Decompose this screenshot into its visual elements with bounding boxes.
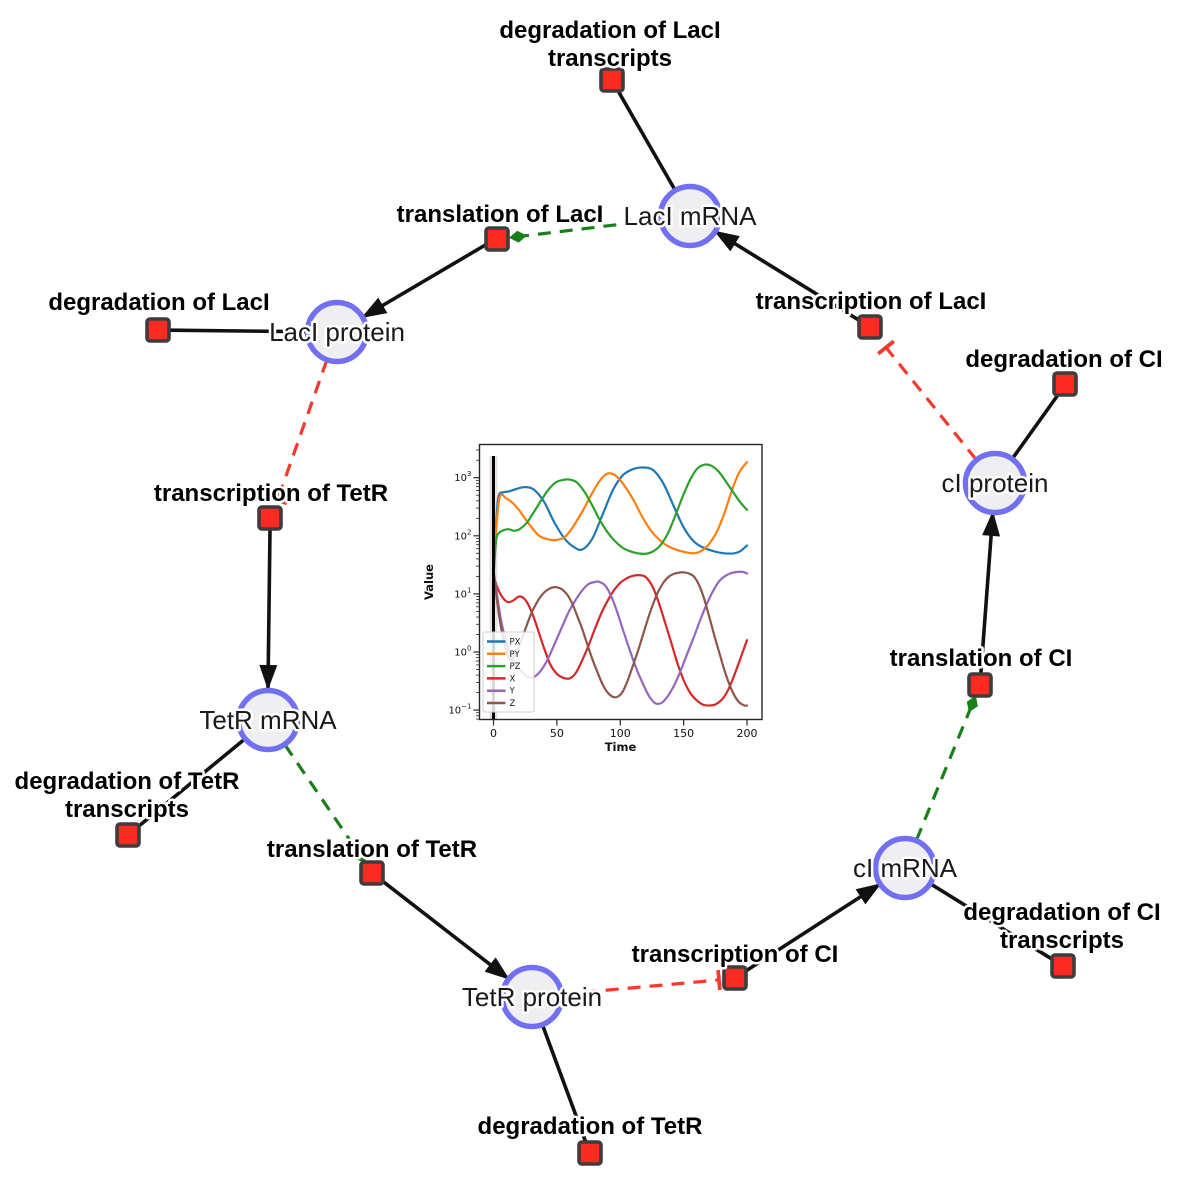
reaction-label-degradation-of-ci-transcripts: transcripts [1000, 927, 1124, 954]
reaction-label-transcription-of-laci: transcription of LacI [756, 288, 987, 315]
chart-frame [478, 443, 763, 721]
y-tick-label: 101 [454, 586, 471, 600]
reaction-label-degradation-of-tetr-transcripts: degradation of TetR [15, 768, 240, 795]
edge-tetr-protein-to-degradation [540, 1024, 588, 1144]
edge-translation-laci-to-laci-protein [361, 242, 488, 319]
reaction-label-degradation-of-tetr: degradation of TetR [478, 1113, 703, 1140]
edge-tetr-mrna-modifies-translation-tetr [283, 743, 366, 864]
species-node-tetr-mrna [235, 687, 301, 753]
species-label-ci-mrna: cI mRNA [853, 853, 958, 883]
species-node-tetr-protein [499, 964, 565, 1030]
species-label-ci-protein: cI protein [942, 468, 1049, 498]
edge-transcription-laci-to-laci-mrna [713, 230, 862, 323]
species-node-ci-protein [962, 450, 1028, 516]
edge-tetr-protein-inhibits-transcription-ci [561, 969, 722, 996]
edge-laci-protein-inhibits-transcription-tetr [267, 359, 329, 506]
legend-box [482, 631, 535, 713]
reaction-node-degradation-of-laci-transcripts [599, 67, 625, 93]
edge-laci-protein-to-degradation [169, 328, 308, 334]
legend-label-PZ: PZ [510, 662, 521, 672]
reaction-label-degradation-of-ci-transcripts: degradation of CI [963, 899, 1160, 926]
y-tick-label: 10−1 [448, 703, 471, 717]
reaction-node-degradation-of-tetr [577, 1140, 603, 1166]
reaction-node-degradation-of-ci [1052, 371, 1078, 397]
edges-layer [135, 88, 1061, 1144]
reaction-node-translation-of-laci [484, 226, 510, 252]
species-node-ci-mrna [872, 835, 938, 901]
reaction-node-transcription-of-tetr [257, 505, 283, 531]
reaction-label-transcription-of-tetr: transcription of TetR [154, 480, 388, 507]
reaction-node-degradation-of-tetr-transcripts [115, 822, 141, 848]
edge-ci-protein-inhibits-transcription-laci [877, 339, 978, 461]
chart-curve-PZ [492, 463, 749, 578]
labels-layer: degradation of LacItranscriptstranslatio… [12, 15, 1165, 1143]
reaction-label-translation-of-ci: translation of CI [890, 645, 1073, 672]
species-node-laci-protein [304, 299, 370, 365]
reaction-label-translation-of-laci: translation of LacI [397, 201, 604, 228]
y-tick-label: 103 [454, 470, 471, 484]
inset-timeseries-chart: 10−1 100 101 102 103 0 50 100 150 200 PX PY PZ XYZ Tim… [422, 443, 763, 754]
edge-ci-protein-to-degradation [1010, 392, 1061, 460]
edge-translation-tetr-to-tetr-protein [379, 878, 510, 981]
reaction-label-transcription-of-ci: transcription of CI [632, 941, 839, 968]
time-axis-label: Time [605, 740, 637, 754]
legend-label-Z: Z [510, 699, 516, 709]
reaction-node-translation-of-tetr [359, 860, 385, 886]
x-tick-label: 50 [550, 727, 564, 740]
nodes-layer [115, 67, 1078, 1166]
edge-laci-mrna-to-degradation [615, 88, 677, 191]
x-tick-label: 0 [490, 727, 497, 740]
reaction-label-degradation-of-laci-transcripts: degradation of LacI [499, 17, 720, 44]
species-label-tetr-protein: TetR protein [462, 982, 602, 1012]
legend-label-PY: PY [510, 650, 521, 660]
x-tick-label: 200 [737, 727, 758, 740]
edge-transcription-ci-to-ci-mrna [743, 882, 882, 974]
species-label-laci-protein: LacI protein [269, 317, 405, 347]
edge-tetr-mrna-to-degradation [135, 737, 246, 830]
edge-ci-mrna-to-degradation [929, 882, 1055, 962]
y-tick-label: 100 [454, 645, 471, 659]
reaction-node-transcription-of-laci [857, 314, 883, 340]
edge-transcription-tetr-to-tetr-mrna [259, 529, 278, 690]
edge-translation-ci-to-ci-protein [979, 510, 1001, 675]
y-tick-label: 102 [454, 528, 471, 542]
reaction-label-degradation-of-laci: degradation of LacI [48, 289, 269, 316]
edge-laci-mrna-modifies-translation-laci [509, 217, 661, 243]
species-node-laci-mrna [657, 183, 723, 249]
legend-label-X: X [510, 674, 516, 684]
species-label-laci-mrna: LacI mRNA [624, 201, 758, 231]
chart-curve-PY [492, 461, 749, 578]
chart-curve-Z [492, 569, 749, 707]
x-tick-label: 100 [610, 727, 631, 740]
edge-ci-mrna-modifies-translation-ci [914, 695, 978, 841]
reaction-node-transcription-of-ci [722, 965, 748, 991]
reaction-label-degradation-of-laci-transcripts: transcripts [548, 45, 672, 72]
reaction-label-degradation-of-ci: degradation of CI [965, 346, 1162, 373]
species-label-tetr-mrna: TetR mRNA [199, 705, 337, 735]
reaction-label-degradation-of-tetr-transcripts: transcripts [65, 796, 189, 823]
reaction-node-translation-of-ci [967, 672, 993, 698]
value-axis-label: Value [422, 564, 436, 600]
legend-label-Y: Y [509, 687, 516, 697]
reaction-label-translation-of-tetr: translation of TetR [267, 836, 477, 863]
x-tick-label: 150 [673, 727, 694, 740]
legend-label-PX: PX [510, 638, 521, 648]
reaction-node-degradation-of-ci-transcripts [1050, 953, 1076, 979]
reaction-node-degradation-of-laci [145, 317, 171, 343]
